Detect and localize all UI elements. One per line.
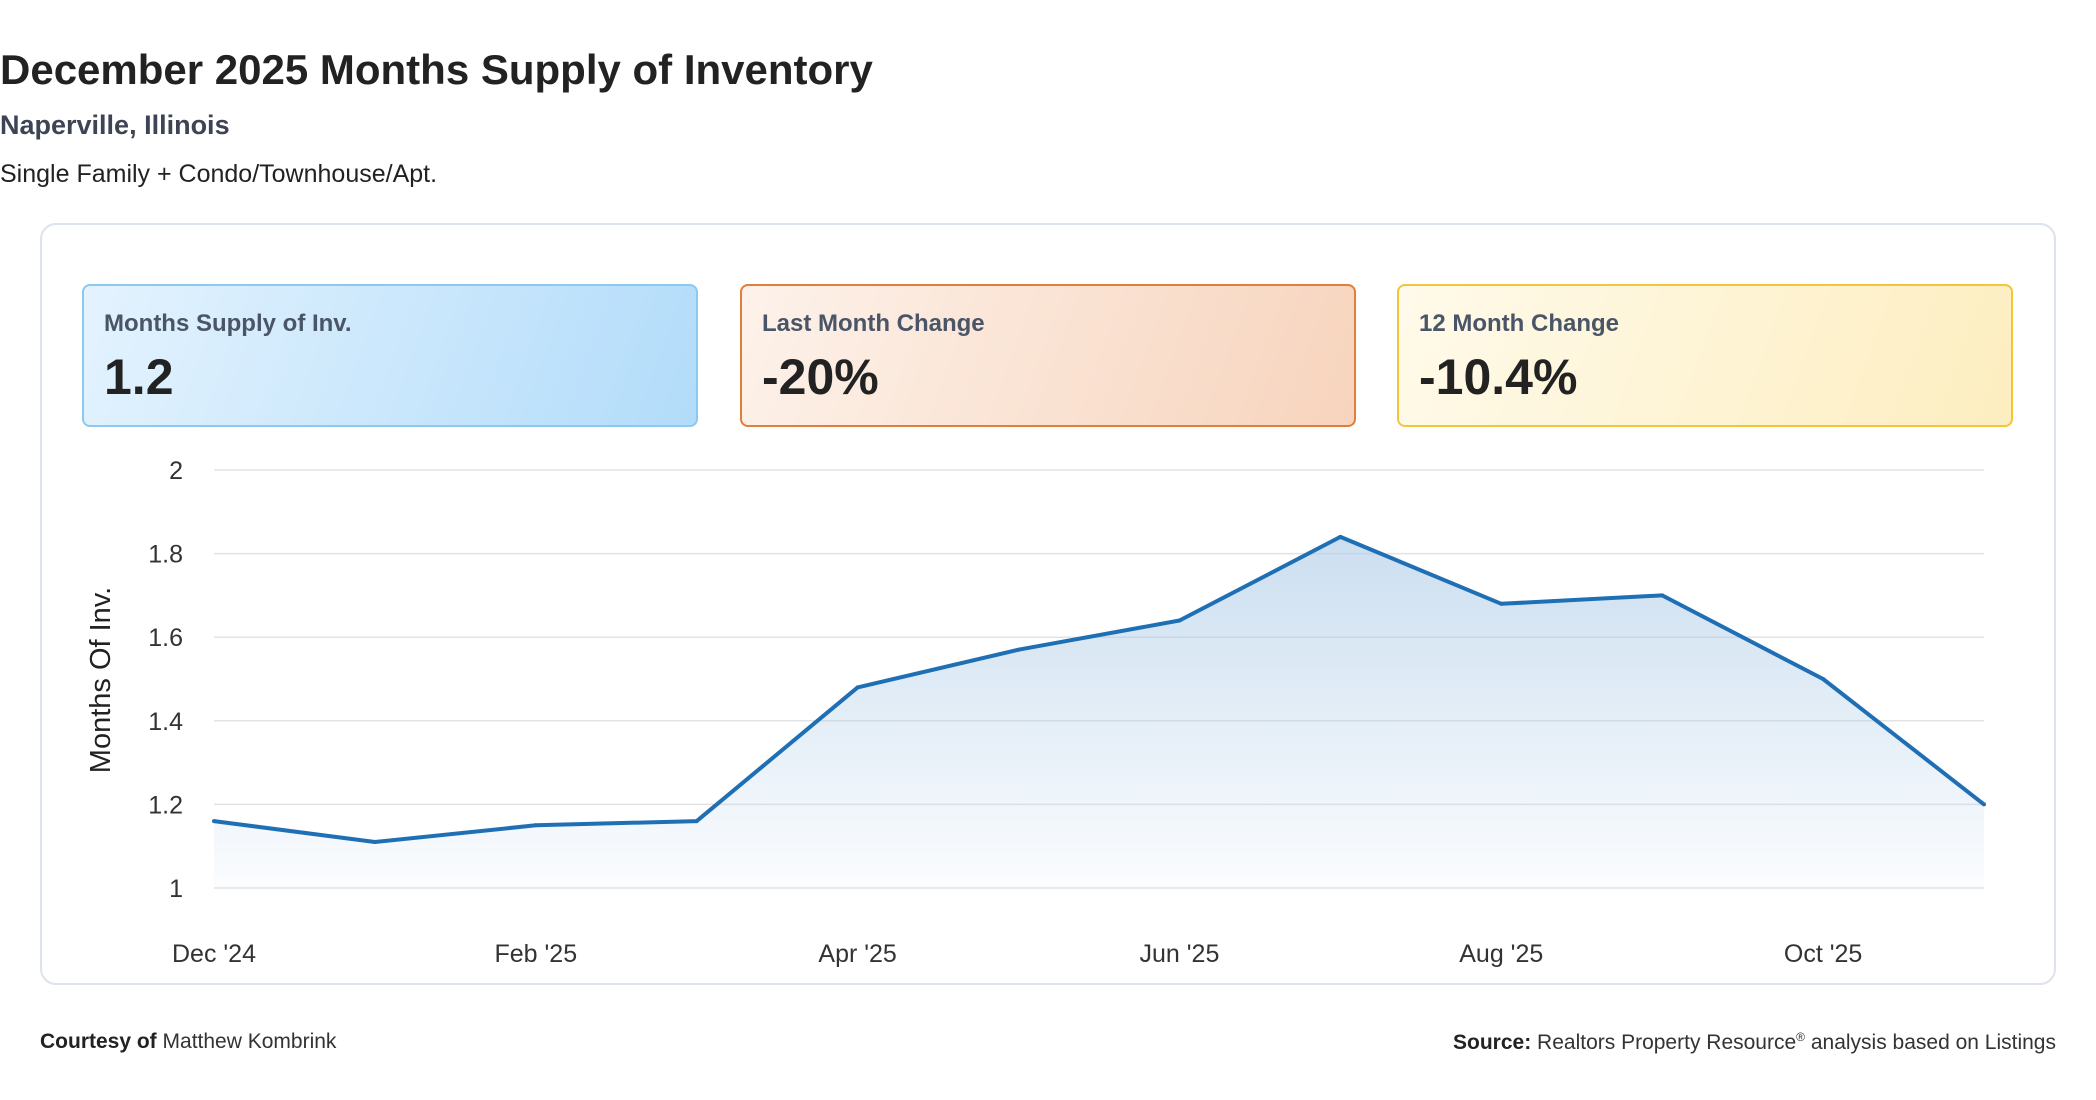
courtesy-footer: Courtesy of Matthew Kombrink bbox=[40, 1030, 336, 1054]
source-label: Source: bbox=[1453, 1031, 1532, 1054]
y-tick-label: 1.6 bbox=[148, 624, 183, 652]
page-title: December 2025 Months Supply of Inventory bbox=[0, 46, 873, 93]
y-tick-label: 1.8 bbox=[148, 541, 183, 569]
y-tick-label: 1 bbox=[169, 875, 183, 903]
courtesy-name: Matthew Kombrink bbox=[162, 1030, 337, 1053]
source-footer: Source: Realtors Property Resource® anal… bbox=[1453, 1030, 2056, 1055]
card-label: Months Supply of Inv. bbox=[104, 310, 352, 337]
last-month-change-card: Last Month Change -20% bbox=[740, 284, 1356, 427]
data-point[interactable] bbox=[855, 685, 860, 690]
registered-mark: ® bbox=[1796, 1030, 1805, 1044]
source-text-suffix: analysis based on Listings bbox=[1805, 1031, 2056, 1054]
data-point[interactable] bbox=[1660, 593, 1665, 598]
card-value: -10.4% bbox=[1419, 349, 1578, 405]
property-type-description: Single Family + Condo/Townhouse/Apt. bbox=[0, 160, 438, 188]
y-tick-label: 2 bbox=[169, 457, 183, 485]
card-value: 1.2 bbox=[104, 349, 174, 405]
series-line bbox=[213, 534, 1986, 844]
x-tick-label: Dec '24 bbox=[172, 940, 256, 968]
data-point[interactable] bbox=[1016, 647, 1021, 652]
courtesy-label: Courtesy of bbox=[40, 1030, 157, 1053]
data-points bbox=[212, 534, 1986, 845]
data-point[interactable] bbox=[694, 819, 699, 824]
card-label: 12 Month Change bbox=[1419, 310, 1620, 337]
x-tick-label: Apr '25 bbox=[818, 940, 896, 968]
data-point[interactable] bbox=[1982, 802, 1986, 807]
y-tick-label: 1.4 bbox=[148, 708, 183, 736]
months-supply-card: Months Supply of Inv. 1.2 bbox=[82, 284, 698, 427]
y-axis-label: Months Of Inv. bbox=[85, 587, 117, 773]
area-fill bbox=[214, 536, 1984, 888]
page-subtitle: Naperville, Illinois bbox=[0, 110, 230, 140]
card-value: -20% bbox=[762, 349, 879, 405]
months-supply-chart: 1 1.2 1.4 1.6 1.8 2 Dec '24 Feb '25 Apr '25 Jun … bbox=[85, 457, 1986, 968]
source-text: Realtors Property Resource bbox=[1537, 1031, 1797, 1054]
x-tick-label: Jun '25 bbox=[1140, 940, 1220, 968]
y-tick-labels: 1 1.2 1.4 1.6 1.8 2 bbox=[148, 457, 183, 903]
data-point[interactable] bbox=[212, 819, 216, 824]
data-point[interactable] bbox=[1499, 601, 1504, 606]
card-label: Last Month Change bbox=[762, 310, 985, 337]
x-tick-labels: Dec '24 Feb '25 Apr '25 Jun '25 Aug '25 Oct '… bbox=[172, 940, 1862, 968]
x-tick-label: Feb '25 bbox=[495, 940, 578, 968]
data-point[interactable] bbox=[1177, 618, 1182, 623]
x-tick-label: Aug '25 bbox=[1459, 940, 1543, 968]
data-point[interactable] bbox=[1821, 677, 1826, 681]
twelve-month-change-card: 12 Month Change -10.4% bbox=[1397, 284, 2013, 427]
data-point[interactable] bbox=[533, 823, 538, 828]
data-point[interactable] bbox=[372, 840, 377, 845]
y-tick-label: 1.2 bbox=[148, 791, 183, 819]
x-tick-label: Oct '25 bbox=[1784, 940, 1862, 968]
data-point[interactable] bbox=[1338, 534, 1343, 539]
